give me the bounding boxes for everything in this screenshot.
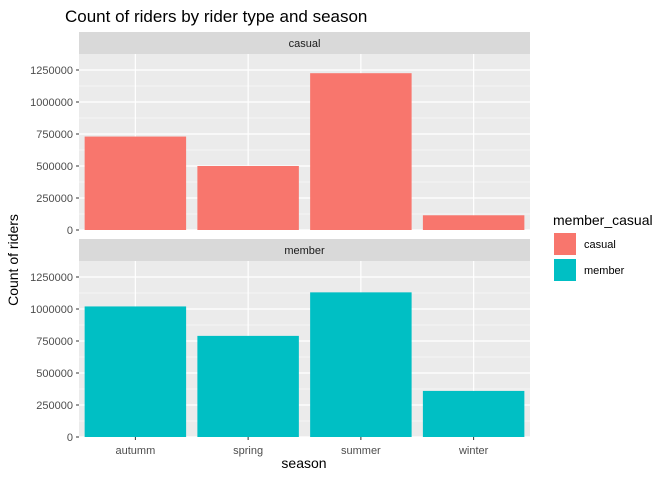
x-axis-ticks: autumm spring summer winter [116,437,489,457]
bar-casual-spring [197,166,299,230]
legend-key-member [554,259,576,281]
bar-member-autumm [84,306,187,437]
x-tick-label: winter [458,445,489,457]
legend-key-casual [554,233,576,255]
y-tick-label: 1250000 [30,272,73,284]
legend-label-member: member [584,265,625,277]
y-tick-label: 750000 [36,336,73,348]
facet-panels: casual025000050000075000010000001250000m… [30,32,530,444]
y-tick-label: 1000000 [30,97,73,109]
facet-strip-label: casual [289,38,321,50]
x-axis-title: season [281,455,326,471]
y-tick-label: 0 [67,432,73,444]
facet-strip [79,239,530,261]
y-tick-label: 500000 [36,161,73,173]
bar-member-spring [197,335,299,437]
y-tick-label: 250000 [36,400,73,412]
legend-title: member_casual [553,212,653,228]
bar-casual-winter [422,215,525,230]
y-tick-label: 250000 [36,193,73,205]
x-tick-label: autumm [116,445,156,457]
facet-strip [79,32,530,54]
y-tick-label: 0 [67,225,73,237]
y-axis-title: Count of riders [5,214,21,306]
bar-casual-autumm [84,136,187,230]
y-tick-label: 750000 [36,129,73,141]
y-tick-label: 1250000 [30,65,73,77]
facet-panel-casual: casual 0 250000 500000 750000 1000000 1250000 [30,32,530,237]
x-tick-label: summer [341,445,381,457]
y-tick-label: 500000 [36,368,73,380]
bar-member-summer [310,292,412,437]
chart-title: Count of riders by rider type and season [65,7,367,26]
y-tick-label: 1000000 [30,304,73,316]
legend: member_casual casual member [553,212,653,281]
bar-member-winter [422,390,525,437]
x-tick-label: spring [233,445,263,457]
bar-casual-summer [310,73,412,230]
legend-label-casual: casual [584,239,616,251]
facet-panel-member: member 0 250000 500000 750000 1000000 1250000 [30,239,530,444]
facet-strip-label: member [284,245,325,257]
